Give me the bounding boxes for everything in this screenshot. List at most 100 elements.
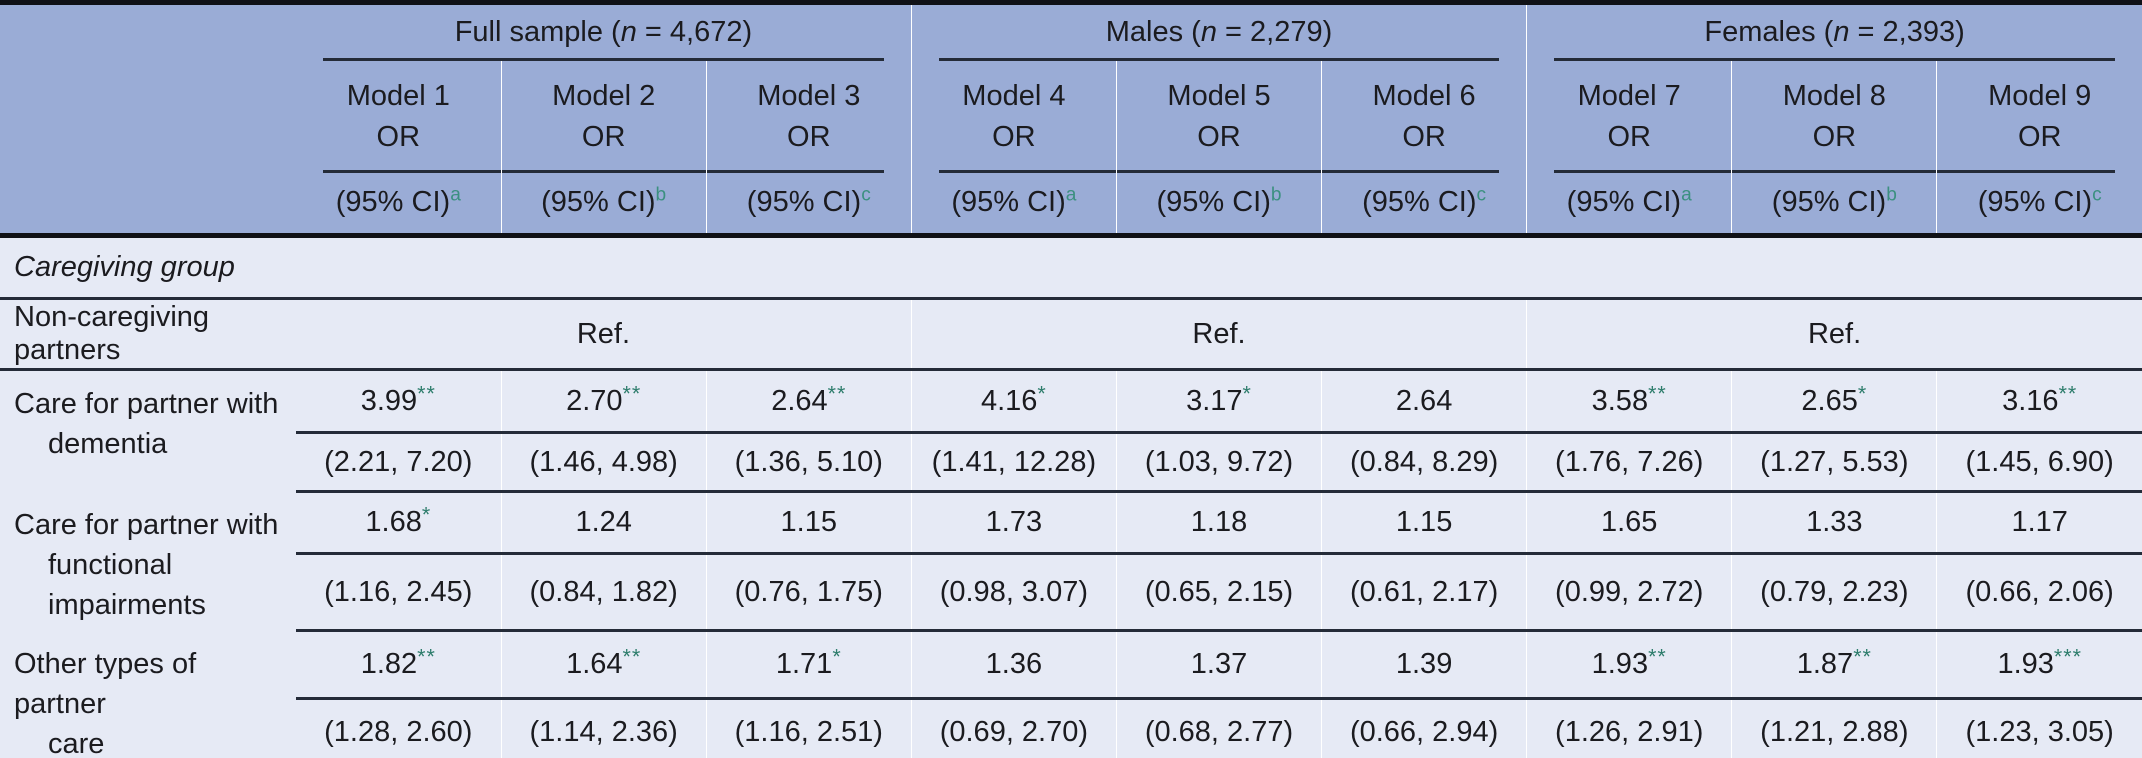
group-header-females: Females (n = 2,393) (1526, 2, 2142, 61)
empty-corner-cell (0, 172, 296, 238)
row-label-other-partner-care: Other types of partner care (0, 630, 296, 758)
or-cell: 1.87** (1731, 630, 1937, 700)
significance-stars: ** (417, 644, 436, 669)
or-cell: 1.17 (1936, 491, 2142, 555)
ci-cell: (1.36, 5.10) (705, 432, 912, 493)
footnote-marker: c (1476, 184, 1487, 206)
ci-cell: (1.27, 5.53) (1731, 432, 1937, 493)
ci-cell: (2.21, 7.20) (296, 432, 502, 493)
ci-cell: (1.14, 2.36) (500, 698, 707, 758)
group-header-males: Males (n = 2,279) (910, 2, 1527, 61)
ci-cell: (0.65, 2.15) (1115, 553, 1322, 632)
n-variable: n (1200, 16, 1217, 49)
or-cell: 1.36 (910, 630, 1117, 700)
significance-stars: ** (622, 380, 642, 405)
group-title-text: Full sample ( (454, 16, 621, 49)
other-care-or-row: Other types of partner care 1.82** 1.64*… (0, 630, 2142, 758)
row-label-non-caregiving-partners: Non-caregiving partners (0, 298, 296, 371)
ref-value-males: Ref. (910, 298, 1527, 371)
ci-cell: (0.61, 2.17) (1321, 553, 1527, 632)
ci-cell: (1.23, 3.05) (1936, 698, 2142, 758)
or-cell: 1.68* (296, 491, 502, 555)
or-cell: 1.15 (705, 491, 912, 555)
row-label-dementia: Care for partner with dementia (0, 369, 296, 492)
significance-stars: ** (622, 644, 642, 669)
footnote-marker: b (1270, 184, 1282, 206)
section-row: Caregiving group (0, 235, 2142, 300)
ref-value-full-sample: Ref. (296, 298, 912, 371)
model-4-header: Model 4 OR (910, 60, 1117, 173)
footnote-marker: c (861, 184, 871, 206)
group-n-value: = 2,279) (1216, 16, 1333, 49)
ci-header-8: (95% CI)b (1731, 172, 1937, 238)
empty-corner-cell (0, 60, 296, 173)
or-cell: 1.33 (1731, 491, 1937, 555)
ci-cell: (0.69, 2.70) (910, 698, 1117, 758)
significance-stars: ** (417, 380, 436, 405)
or-cell: 1.65 (1526, 491, 1732, 555)
or-cell: 4.16* (910, 369, 1117, 434)
model-2-header: Model 2 OR (500, 60, 707, 173)
section-label-caregiving-group: Caregiving group (0, 235, 2142, 300)
footnote-marker: b (1886, 184, 1897, 206)
or-cell: 1.39 (1321, 630, 1527, 700)
ci-cell: (0.84, 8.29) (1321, 432, 1527, 493)
significance-stars: ** (1648, 380, 1667, 405)
or-cell: 1.18 (1115, 491, 1322, 555)
significance-stars: * (832, 644, 842, 669)
or-cell: 1.93*** (1936, 630, 2142, 700)
significance-stars: *** (2053, 644, 2082, 669)
group-title-text: Males ( (1105, 16, 1201, 49)
ci-cell: (1.45, 6.90) (1936, 432, 2142, 493)
ci-cell: (0.99, 2.72) (1526, 553, 1732, 632)
functional-ci-row: (1.16, 2.45) (0.84, 1.82) (0.76, 1.75) (… (0, 553, 2142, 632)
group-title-text: Females ( (1704, 16, 1834, 49)
or-cell: 3.16** (1936, 369, 2142, 434)
footnote-marker: a (1681, 184, 1692, 206)
table-body: Caregiving group Non-caregiving partners… (0, 235, 2142, 758)
model-1-header: Model 1 OR (296, 60, 502, 173)
or-cell: 1.82** (296, 630, 502, 700)
significance-stars: ** (827, 380, 847, 405)
model-3-header: Model 3 OR (705, 60, 912, 173)
footnote-marker: a (450, 184, 461, 206)
model-5-header: Model 5 OR (1115, 60, 1322, 173)
empty-corner-cell (0, 2, 296, 61)
or-cell: 1.15 (1321, 491, 1527, 555)
model-6-header: Model 6 OR (1321, 60, 1527, 173)
ci-cell: (1.28, 2.60) (296, 698, 502, 758)
ci-cell: (1.21, 2.88) (1731, 698, 1937, 758)
or-cell: 2.64 (1321, 369, 1527, 434)
ci-header-1: (95% CI)a (296, 172, 502, 238)
table-header: Full sample (n = 4,672) Males (n = 2,279… (0, 2, 2142, 238)
ci-cell: (0.98, 3.07) (910, 553, 1117, 632)
or-cell: 2.64** (705, 369, 912, 434)
dementia-ci-row: (2.21, 7.20) (1.46, 4.98) (1.36, 5.10) (… (0, 432, 2142, 493)
ci-cell: (0.68, 2.77) (1115, 698, 1322, 758)
ci-header-row: (95% CI)a (95% CI)b (95% CI)c (95% CI)a … (0, 172, 2142, 238)
functional-or-row: Care for partner with functional impairm… (0, 491, 2142, 631)
model-9-header: Model 9 OR (1936, 60, 2142, 173)
n-variable: n (620, 16, 637, 49)
significance-stars: * (1242, 380, 1252, 405)
ci-header-4: (95% CI)a (910, 172, 1117, 238)
or-cell: 1.64** (500, 630, 707, 700)
ci-cell: (0.76, 1.75) (705, 553, 912, 632)
or-cell: 2.65* (1731, 369, 1937, 434)
ci-cell: (0.66, 2.06) (1936, 553, 2142, 632)
group-n-value: = 4,672) (636, 16, 753, 49)
or-cell: 1.71* (705, 630, 912, 700)
ci-header-3: (95% CI)c (705, 172, 912, 238)
or-cell: 3.17* (1115, 369, 1322, 434)
ref-value-females: Ref. (1526, 298, 2142, 371)
footnote-marker: c (2092, 184, 2102, 206)
ci-header-5: (95% CI)b (1115, 172, 1322, 238)
ci-cell: (0.84, 1.82) (500, 553, 707, 632)
or-cell: 2.70** (500, 369, 707, 434)
ci-cell: (1.46, 4.98) (500, 432, 707, 493)
group-header-full-sample: Full sample (n = 4,672) (296, 2, 912, 61)
model-7-header: Model 7 OR (1526, 60, 1732, 173)
reference-row: Non-caregiving partners Ref. Ref. Ref. (0, 298, 2142, 371)
model-8-header: Model 8 OR (1731, 60, 1937, 173)
